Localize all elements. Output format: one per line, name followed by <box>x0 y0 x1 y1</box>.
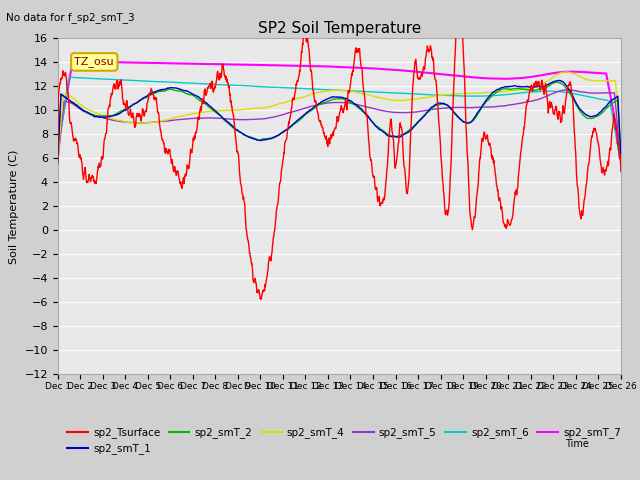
Text: TZ_osu: TZ_osu <box>74 57 114 67</box>
Y-axis label: Soil Temperature (C): Soil Temperature (C) <box>9 149 19 264</box>
Legend: sp2_Tsurface, sp2_smT_1, sp2_smT_2, sp2_smT_4, sp2_smT_5, sp2_smT_6, sp2_smT_7: sp2_Tsurface, sp2_smT_1, sp2_smT_2, sp2_… <box>63 423 625 459</box>
Text: Time: Time <box>565 439 589 449</box>
Title: SP2 Soil Temperature: SP2 Soil Temperature <box>257 21 421 36</box>
Text: No data for f_sp2_smT_3: No data for f_sp2_smT_3 <box>6 12 135 23</box>
